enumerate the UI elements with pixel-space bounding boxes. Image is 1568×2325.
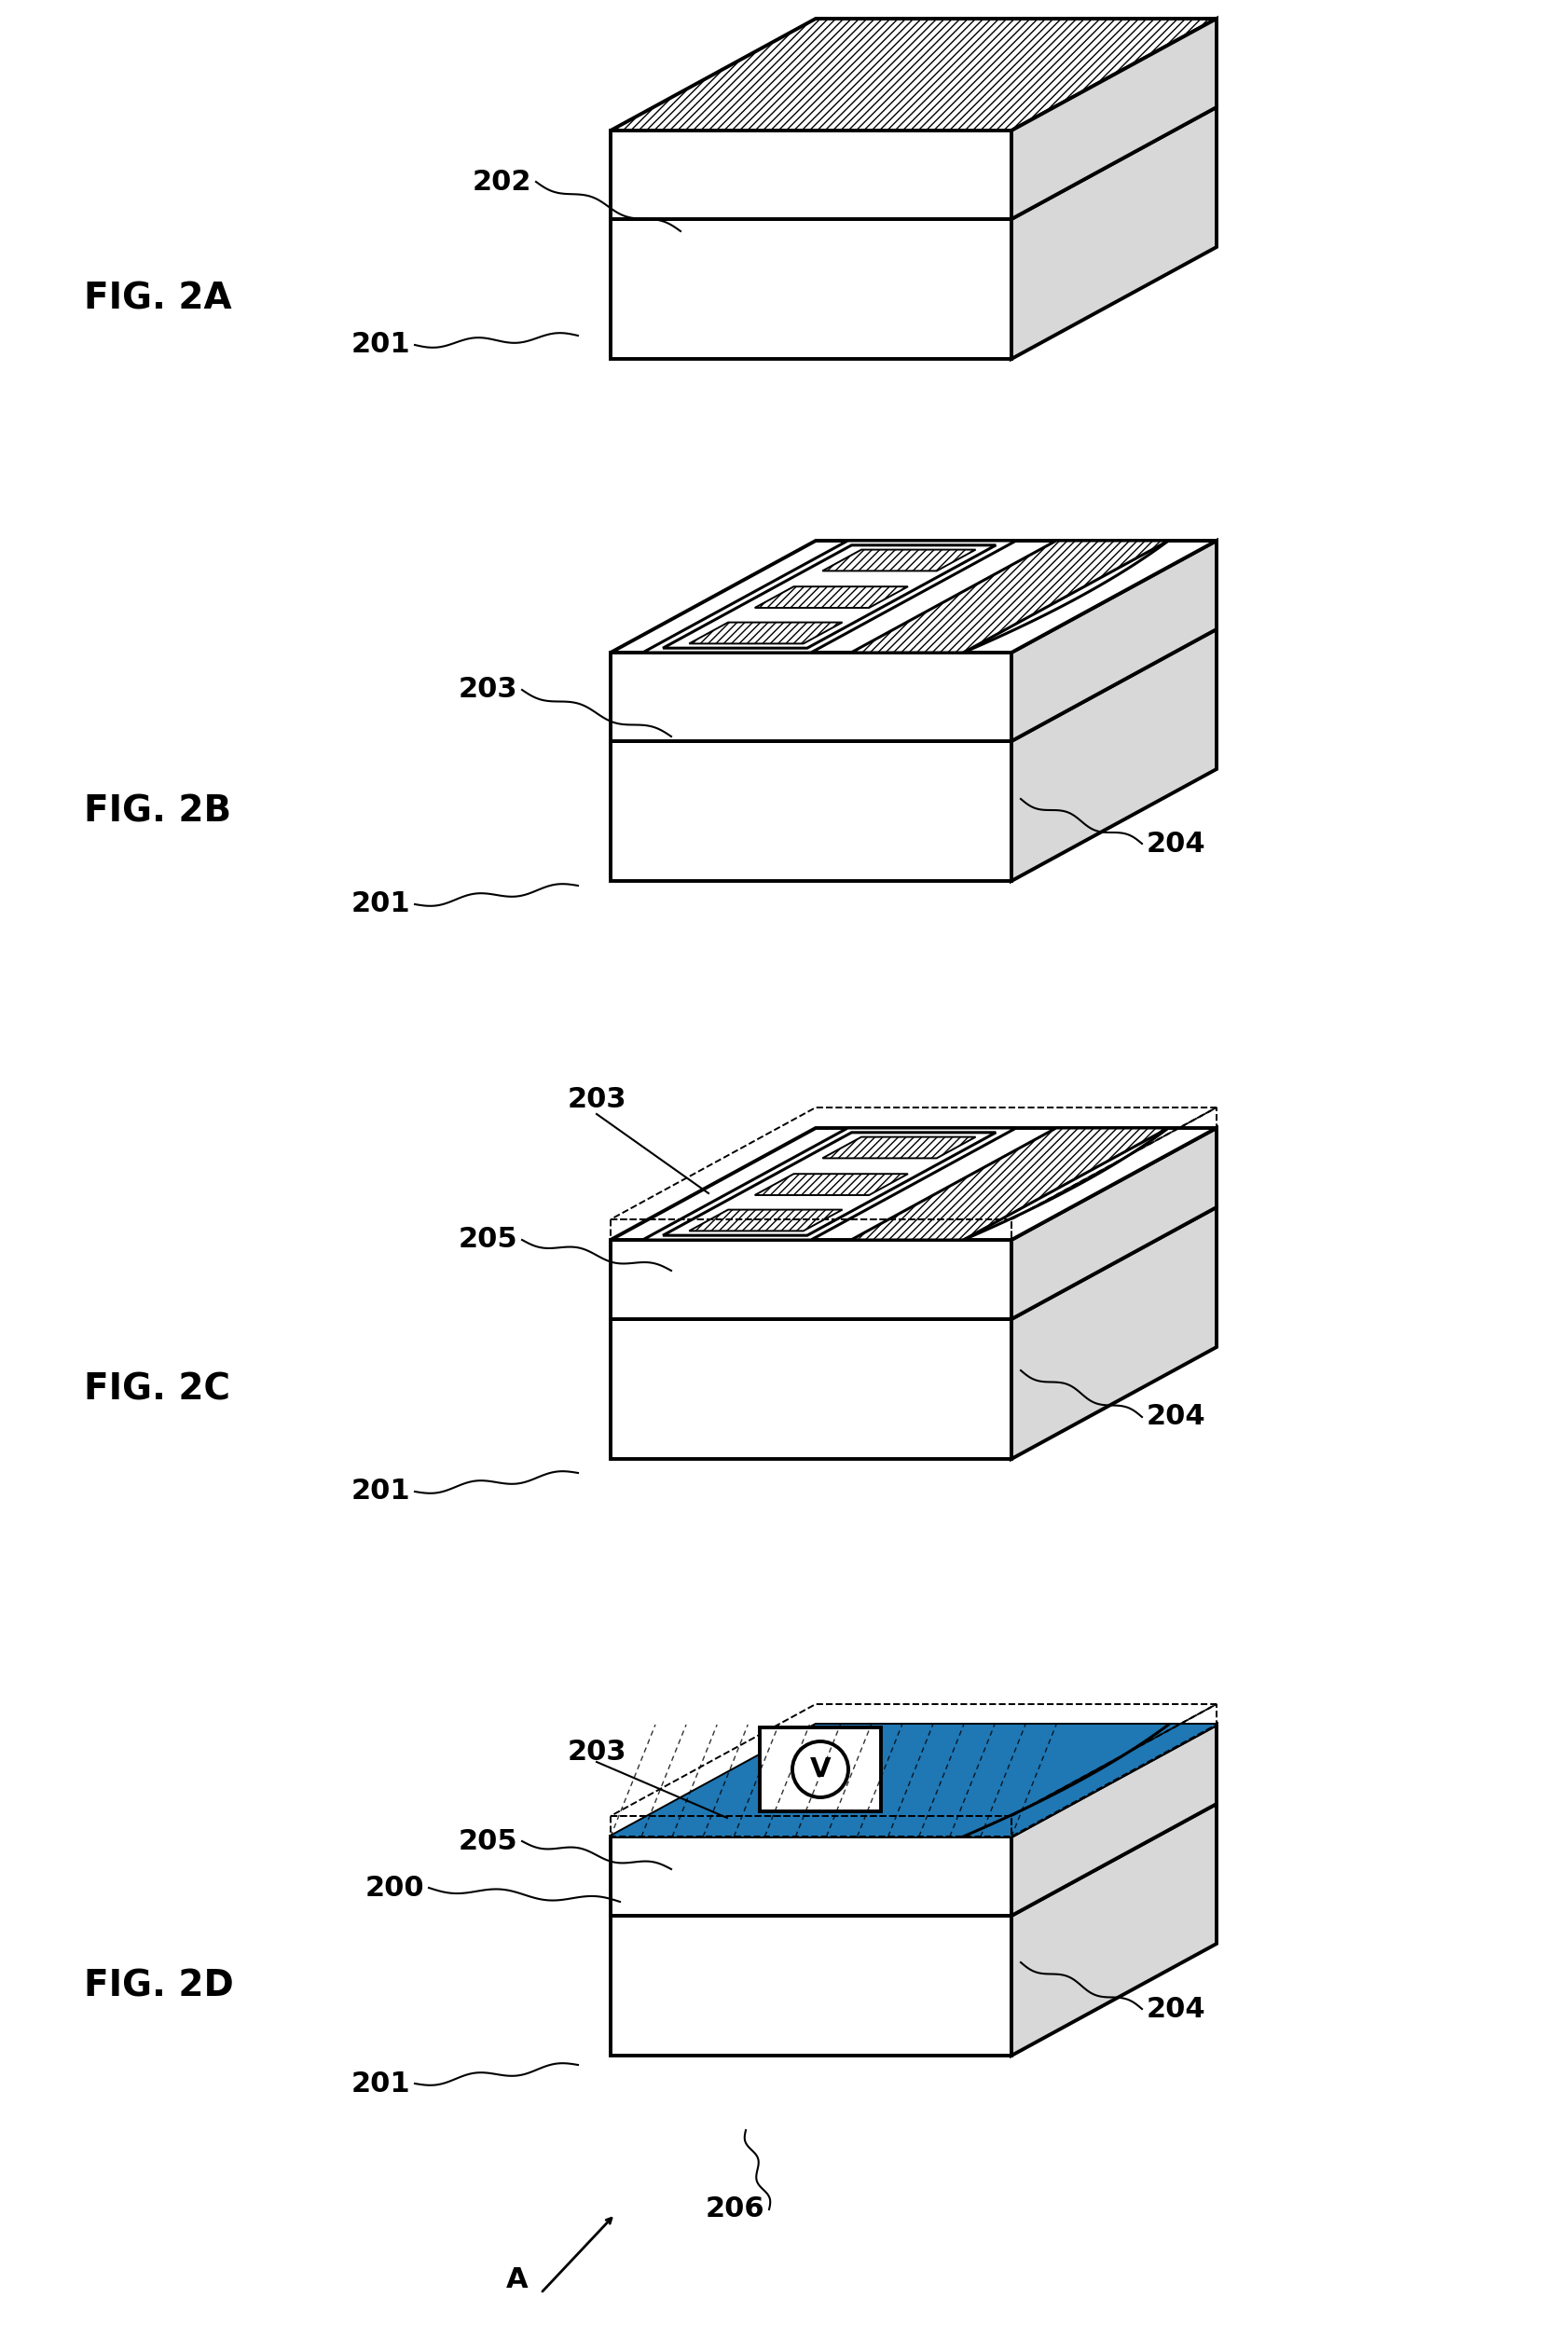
Text: 201: 201 [351, 2069, 411, 2097]
Polygon shape [823, 1137, 975, 1158]
Polygon shape [610, 1916, 1011, 2055]
Polygon shape [1011, 1207, 1217, 1460]
Text: 200: 200 [365, 1874, 425, 1902]
Text: 202: 202 [472, 167, 532, 195]
Text: 204: 204 [1146, 1404, 1206, 1430]
Polygon shape [610, 1239, 1011, 1318]
Polygon shape [663, 1730, 996, 1832]
Text: 201: 201 [351, 332, 411, 358]
Polygon shape [643, 542, 1016, 653]
Polygon shape [851, 542, 1168, 653]
Polygon shape [823, 549, 975, 572]
Polygon shape [610, 630, 1217, 742]
Polygon shape [690, 623, 842, 644]
Text: A: A [506, 2267, 528, 2292]
Polygon shape [1011, 1725, 1217, 1916]
Polygon shape [610, 742, 1011, 881]
Polygon shape [610, 19, 1217, 130]
Text: V: V [809, 1755, 831, 1783]
Text: 204: 204 [1146, 1995, 1206, 2023]
Polygon shape [1011, 19, 1217, 219]
Polygon shape [754, 1772, 908, 1793]
Polygon shape [610, 1837, 1011, 1916]
Circle shape [792, 1741, 848, 1797]
Polygon shape [610, 1128, 1217, 1239]
Text: FIG. 2A: FIG. 2A [85, 281, 232, 316]
Polygon shape [1011, 107, 1217, 358]
Polygon shape [643, 1128, 1016, 1239]
Polygon shape [643, 1725, 1016, 1837]
Polygon shape [663, 1132, 996, 1235]
Text: 205: 205 [458, 1225, 517, 1253]
Polygon shape [760, 1727, 881, 1811]
Text: 203: 203 [458, 677, 517, 704]
Text: FIG. 2D: FIG. 2D [85, 1967, 234, 2004]
Text: 201: 201 [351, 890, 411, 918]
Polygon shape [610, 1725, 1217, 1837]
Polygon shape [754, 1174, 908, 1195]
Polygon shape [1011, 1128, 1217, 1318]
Polygon shape [610, 219, 1011, 358]
Polygon shape [1011, 1804, 1217, 2055]
Text: 201: 201 [351, 1479, 411, 1504]
Polygon shape [610, 1804, 1217, 1916]
Text: 203: 203 [568, 1739, 626, 1767]
Text: 205: 205 [458, 1827, 517, 1855]
Polygon shape [1011, 542, 1217, 742]
Polygon shape [690, 1807, 842, 1827]
Polygon shape [663, 544, 996, 649]
Text: FIG. 2B: FIG. 2B [85, 793, 232, 828]
Polygon shape [610, 1207, 1217, 1318]
Polygon shape [823, 1734, 975, 1755]
Text: FIG. 2C: FIG. 2C [85, 1372, 230, 1407]
Polygon shape [851, 1725, 1168, 1837]
Polygon shape [610, 130, 1011, 219]
Text: 206: 206 [706, 2195, 765, 2223]
Text: 203: 203 [568, 1086, 626, 1114]
Polygon shape [610, 1725, 1217, 1837]
Polygon shape [610, 107, 1217, 219]
Polygon shape [610, 542, 1217, 653]
Polygon shape [610, 653, 1011, 742]
Text: 204: 204 [1146, 830, 1206, 858]
Polygon shape [1011, 630, 1217, 881]
Polygon shape [851, 1128, 1168, 1239]
Polygon shape [610, 1318, 1011, 1460]
Polygon shape [690, 1209, 842, 1230]
Polygon shape [754, 586, 908, 607]
